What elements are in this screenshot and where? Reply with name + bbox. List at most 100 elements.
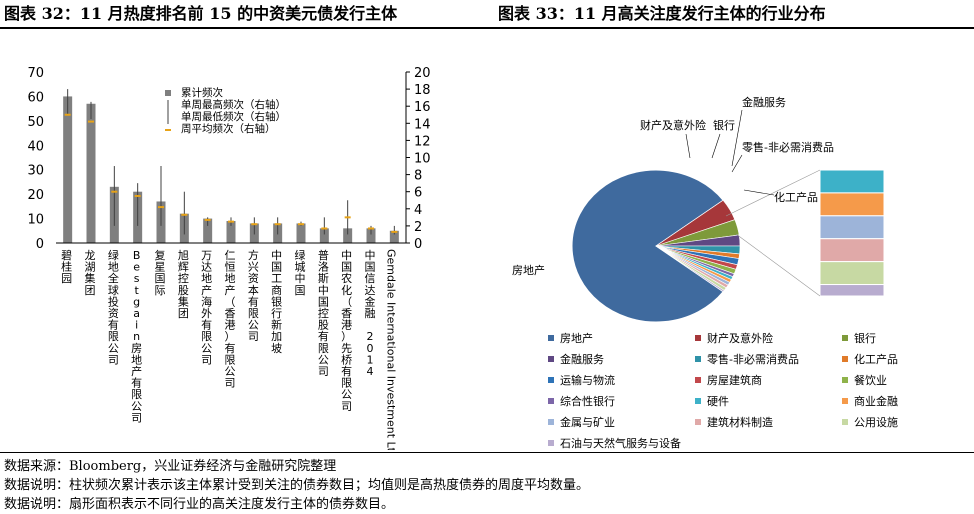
- legend-swatch-公用设施: [842, 419, 848, 425]
- legend-label: 商业金融: [854, 394, 898, 408]
- legend-label: 公用设施: [854, 416, 898, 429]
- legend-label: 石油与天然气服务与设备: [560, 436, 681, 450]
- legend-swatch-运输与物流: [548, 377, 554, 383]
- bar-cumulative: [343, 228, 353, 243]
- right-axis-tick-label: 10: [414, 152, 431, 167]
- x-category-label: 普洛斯中国控股有限公司: [318, 248, 329, 378]
- right-axis-tick-label: 0: [414, 237, 422, 252]
- bar-cumulative: [366, 228, 376, 243]
- legend-swatch-银行: [842, 335, 848, 341]
- pie-slice-石油与天然气服务与设备: [655, 245, 725, 293]
- bar-cumulative: [86, 103, 96, 243]
- left-axis-tick-label: 70: [27, 66, 44, 81]
- legend-label: 综合性银行: [560, 394, 615, 408]
- pie-annotation: 零售-非必需消费品: [742, 140, 834, 154]
- x-category-label: 中国工商银行新加坡: [271, 249, 282, 355]
- x-category-label: 方兴资本有限公司: [248, 248, 259, 343]
- bar-cumulative: [296, 223, 306, 243]
- left-axis-tick-label: 0: [36, 237, 44, 252]
- right-axis-tick-label: 4: [414, 203, 422, 218]
- legend-swatch-建筑材料制造: [695, 419, 701, 425]
- bar-cumulative: [226, 221, 236, 243]
- x-category-label: 绿地全球投资有限公司: [108, 248, 119, 366]
- pie-annotation: 财产及意外险: [640, 118, 706, 132]
- explain-note-2: 数据说明：扇形面积表示不同行业的高关注度发行主体的债券数目。: [4, 497, 395, 512]
- pie-annotation: 金融服务: [742, 95, 786, 109]
- right-axis-tick-label: 12: [414, 134, 431, 149]
- stack-segment-硬件: [819, 169, 885, 194]
- legend-label: 建筑材料制造: [707, 415, 773, 429]
- right-axis-tick-label: 14: [414, 117, 431, 132]
- stack-segment-商业金融: [819, 192, 885, 217]
- pie-annotation: 化工产品: [774, 190, 818, 204]
- annotation-leader: [731, 109, 743, 167]
- source-note: 数据来源：Bloomberg，兴业证券经济与金融研究院整理: [4, 459, 337, 474]
- pie-slice-房地产: [571, 169, 724, 323]
- left-axis-tick-label: 50: [27, 115, 44, 130]
- left-axis-tick-label: 40: [27, 139, 44, 154]
- left-axis-tick-label: 60: [27, 90, 44, 105]
- legend-swatch-cumulative: [165, 90, 171, 96]
- right-axis-tick-label: 6: [414, 186, 422, 201]
- legend-entry: 单周最低频次（右轴）: [181, 110, 286, 123]
- stack-segment-公用设施: [819, 261, 885, 286]
- annotation-leader: [743, 189, 775, 196]
- right-axis-tick-label: 8: [414, 169, 422, 184]
- x-category-label: 中国农化（香港）先桥有限公司: [341, 249, 352, 413]
- notes-rule: [0, 452, 974, 453]
- legend-swatch-餐饮业: [842, 377, 848, 383]
- left-axis-tick-label: 20: [27, 188, 44, 203]
- legend-swatch-房屋建筑商: [695, 377, 701, 383]
- legend-swatch-综合性银行: [548, 398, 554, 404]
- bar-cumulative: [319, 228, 329, 243]
- legend-label: 房地产: [560, 331, 593, 345]
- legend-label: 化工产品: [854, 352, 898, 366]
- explain-note-1: 数据说明：柱状频次累计表示该主体累计受到关注的债券数目；均值则是高热度债券的周度…: [4, 478, 590, 493]
- bar-cumulative: [63, 96, 73, 243]
- x-category-label: 仁恒地产（香港）有限公司: [225, 249, 236, 390]
- right-axis-tick-label: 2: [414, 220, 422, 235]
- legend-swatch-零售-非必需消费品: [695, 356, 701, 362]
- legend-swatch-房地产: [548, 335, 554, 341]
- stack-segment-金属与矿业: [819, 215, 885, 240]
- legend-swatch-商业金融: [842, 398, 848, 404]
- legend-label: 餐饮业: [854, 373, 887, 387]
- legend-label: 硬件: [707, 395, 729, 408]
- annotation-leader: [685, 133, 691, 159]
- legend-entry: 周平均频次（右轴）: [181, 122, 276, 135]
- connector-line: [725, 169, 821, 217]
- annotation-leader: [711, 133, 721, 159]
- bar-cumulative: [203, 218, 213, 243]
- header-rule: [0, 27, 974, 29]
- legend-label: 金融服务: [560, 352, 604, 366]
- x-category-label: 龙湖集团: [85, 249, 96, 297]
- annotation-leader: [731, 154, 743, 173]
- connector-line: [735, 233, 821, 297]
- right-axis-tick-label: 18: [414, 83, 431, 98]
- legend-swatch-化工产品: [842, 356, 848, 362]
- legend-entry: 累计频次: [181, 86, 223, 99]
- legend-swatch-石油与天然气服务与设备: [548, 440, 554, 446]
- chart32-title: 图表 32：11 月热度排名前 15 的中资美元债发行主体: [4, 4, 398, 23]
- legend-swatch-金属与矿业: [548, 419, 554, 425]
- right-axis-tick-label: 20: [414, 66, 431, 81]
- legend-label: 财产及意外险: [707, 331, 773, 345]
- legend-label: 银行: [854, 331, 876, 345]
- legend-label: 运输与物流: [560, 373, 615, 387]
- x-category-label: Gemdale International Investment Ltd: [384, 249, 397, 450]
- x-category-label: 旭辉控股集团: [178, 248, 189, 320]
- legend-swatch-金融服务: [548, 356, 554, 362]
- legend-swatch-硬件: [695, 398, 701, 404]
- legend-entry: 单周最高频次（右轴）: [181, 98, 286, 111]
- x-category-label: 绿城中国: [295, 248, 306, 297]
- left-axis-tick-label: 30: [27, 164, 44, 179]
- bar-cumulative: [389, 230, 399, 243]
- bar-chart: 0 10 20 30 40 50 60 70 0 2 4 6 8 10 12 14 16 18 20 碧桂园 龙湖集团 绿…: [27, 66, 431, 450]
- stack-segment-石油与天然气服务与设备: [819, 284, 885, 297]
- legend-label: 金属与矿业: [560, 415, 615, 429]
- left-axis-tick-label: 10: [27, 213, 44, 228]
- stack-segment-建筑材料制造: [819, 238, 885, 263]
